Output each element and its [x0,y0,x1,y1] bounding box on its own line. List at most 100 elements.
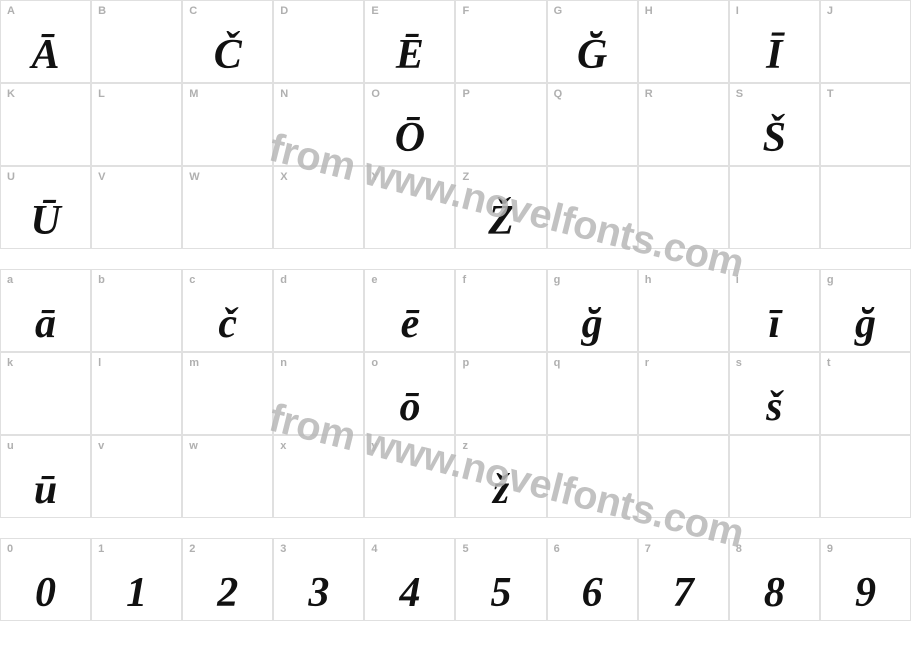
glyph-cell[interactable]: IĪ [729,0,820,83]
glyph-cell[interactable]: 44 [364,538,455,621]
cell-label: H [645,5,653,17]
glyph-cell[interactable]: iī [729,269,820,352]
glyph-cell[interactable]: H [638,0,729,83]
glyph-cell[interactable]: P [455,83,546,166]
glyph-cell[interactable]: cč [182,269,273,352]
cell-label: 9 [827,543,833,555]
cell-label: M [189,88,198,100]
glyph-cell[interactable] [729,166,820,249]
glyph-cell[interactable] [547,166,638,249]
glyph-cell[interactable]: 22 [182,538,273,621]
glyph-cell[interactable]: K [0,83,91,166]
glyph-cell[interactable] [547,435,638,518]
glyph-cell[interactable]: x [273,435,364,518]
glyph-cell[interactable]: l [91,352,182,435]
cell-label: o [371,357,378,369]
glyph-display: ī [730,303,819,345]
glyph-cell[interactable]: 00 [0,538,91,621]
glyph-cell[interactable]: Y [364,166,455,249]
glyph-cell[interactable]: 66 [547,538,638,621]
glyph-cell[interactable]: W [182,166,273,249]
glyph-cell[interactable]: d [273,269,364,352]
glyph-cell[interactable]: v [91,435,182,518]
glyph-cell[interactable]: 11 [91,538,182,621]
glyph-cell[interactable]: M [182,83,273,166]
cell-label: V [98,171,105,183]
glyph-cell[interactable]: b [91,269,182,352]
glyph-cell[interactable]: 88 [729,538,820,621]
cell-label: k [7,357,13,369]
glyph-cell[interactable]: AĀ [0,0,91,83]
cell-label: 3 [280,543,286,555]
glyph-cell[interactable]: 33 [273,538,364,621]
glyph-cell[interactable]: UŪ [0,166,91,249]
glyph-cell[interactable]: q [547,352,638,435]
cell-label: Q [554,88,563,100]
glyph-cell[interactable]: f [455,269,546,352]
glyph-cell[interactable]: OŌ [364,83,455,166]
glyph-cell[interactable]: w [182,435,273,518]
glyph-display: Ē [365,34,454,76]
cell-label: t [827,357,831,369]
cell-label: a [7,274,13,286]
cell-label: E [371,5,378,17]
glyph-cell[interactable]: gğ [547,269,638,352]
glyph-cell[interactable]: t [820,352,911,435]
glyph-cell[interactable] [638,166,729,249]
glyph-cell[interactable] [638,435,729,518]
glyph-cell[interactable]: zž [455,435,546,518]
glyph-display: 4 [365,572,454,614]
cell-label: p [462,357,469,369]
glyph-display: Ō [365,117,454,159]
glyph-cell[interactable]: CČ [182,0,273,83]
glyph-display: ž [456,469,545,511]
glyph-cell[interactable]: N [273,83,364,166]
glyph-cell[interactable]: y [364,435,455,518]
glyph-display: 7 [639,572,728,614]
glyph-cell[interactable]: 55 [455,538,546,621]
cell-label: l [98,357,101,369]
glyph-cell[interactable]: k [0,352,91,435]
glyph-cell[interactable]: gğ [820,269,911,352]
glyph-cell[interactable] [820,435,911,518]
glyph-cell[interactable] [820,166,911,249]
glyph-display: ğ [548,303,637,345]
glyph-cell[interactable]: EĒ [364,0,455,83]
glyph-cell[interactable]: R [638,83,729,166]
glyph-cell[interactable]: 77 [638,538,729,621]
glyph-cell[interactable]: oō [364,352,455,435]
glyph-cell[interactable]: T [820,83,911,166]
glyph-cell[interactable]: n [273,352,364,435]
glyph-cell[interactable]: V [91,166,182,249]
glyph-cell[interactable]: sš [729,352,820,435]
glyph-cell[interactable]: 99 [820,538,911,621]
glyph-cell[interactable]: GĞ [547,0,638,83]
cell-label: 8 [736,543,742,555]
glyph-cell[interactable]: eē [364,269,455,352]
cell-label: 1 [98,543,104,555]
glyph-cell[interactable]: p [455,352,546,435]
glyph-display: 5 [456,572,545,614]
glyph-cell[interactable]: Q [547,83,638,166]
glyph-cell[interactable] [729,435,820,518]
glyph-cell[interactable]: X [273,166,364,249]
glyph-cell[interactable]: J [820,0,911,83]
glyph-cell[interactable]: uū [0,435,91,518]
cell-label: C [189,5,197,17]
cell-label: r [645,357,649,369]
glyph-cell[interactable]: D [273,0,364,83]
glyph-cell[interactable]: ZŽ [455,166,546,249]
glyph-display: 0 [1,572,90,614]
spacer-row [0,518,911,538]
glyph-cell[interactable]: B [91,0,182,83]
glyph-cell[interactable]: m [182,352,273,435]
glyph-cell[interactable]: SŠ [729,83,820,166]
glyph-cell[interactable]: aā [0,269,91,352]
cell-label: T [827,88,834,100]
cell-label: u [7,440,14,452]
cell-label: g [827,274,834,286]
glyph-cell[interactable]: F [455,0,546,83]
glyph-cell[interactable]: r [638,352,729,435]
glyph-cell[interactable]: h [638,269,729,352]
glyph-cell[interactable]: L [91,83,182,166]
